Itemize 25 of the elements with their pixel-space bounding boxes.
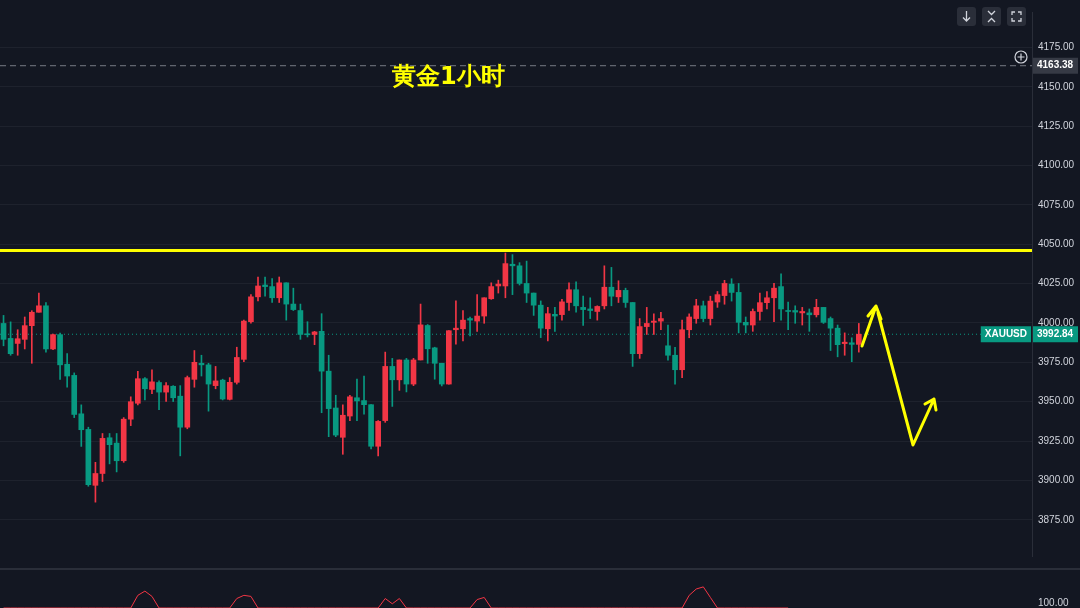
annotation: XAUUSD [984,327,1028,339]
y-tick-label: 4100.00 [1038,159,1075,171]
y-tick-label: 3900.00 [1038,474,1075,486]
y-tick-label: 4175.00 [1038,41,1075,53]
y-tick-label: 4075.00 [1038,198,1075,210]
text: 黄金1小时 [392,61,505,92]
candlestick [658,311,664,331]
candlestick [651,313,657,335]
candlestick [474,294,480,332]
candlestick [848,337,855,363]
y-tick-label: 3950.00 [1038,395,1075,407]
y-tick-label: 4125.00 [1038,119,1075,131]
y-tick-label: 4150.00 [1038,80,1075,92]
y-tick-label: 4050.00 [1038,237,1075,249]
y-tick-label: 4025.00 [1038,277,1075,289]
candlestick [799,307,806,326]
y-tick-label: 3975.00 [1038,356,1075,368]
text: 100.00 [1038,596,1070,608]
ref-line-label: 3992.84 [1037,327,1074,339]
y-tick-label: 4000.00 [1038,316,1075,328]
candlestick [841,332,848,356]
y-tick-label: 3925.00 [1038,434,1075,446]
ref-line-label: 4163.38 [1037,59,1074,71]
y-tick-label: 3875.00 [1038,513,1075,525]
candlestick [742,316,749,334]
